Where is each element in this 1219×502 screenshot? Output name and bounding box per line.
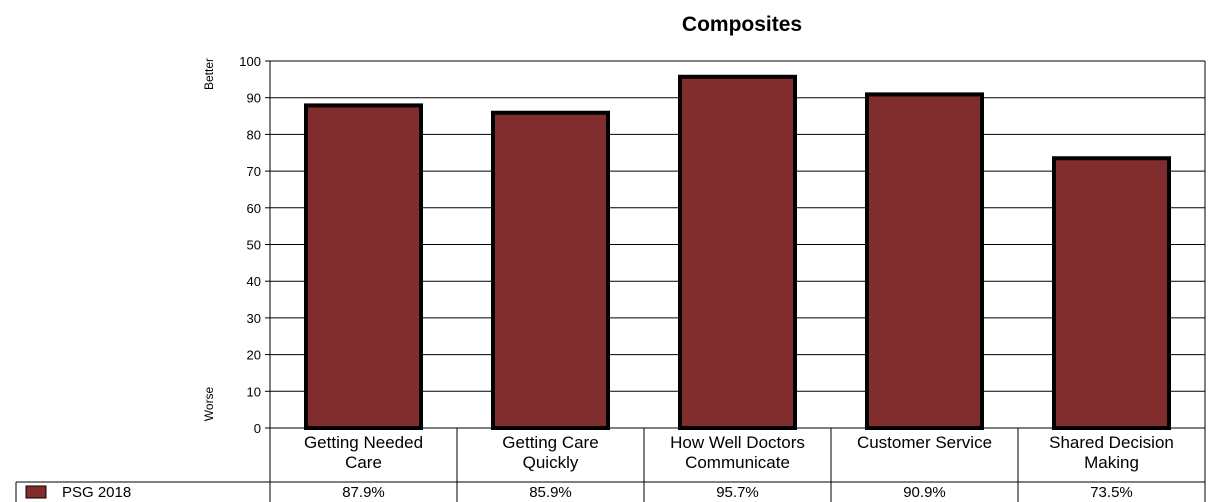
y-tick-label: 60: [247, 201, 261, 216]
y-tick-label: 10: [247, 384, 261, 399]
y-tick-label: 100: [239, 54, 261, 69]
value-label: 95.7%: [716, 484, 759, 501]
category-label: How Well Doctors: [670, 433, 805, 452]
y-tick-label: 20: [247, 348, 261, 363]
y-tick-label: 30: [247, 311, 261, 326]
y-axis-ticks: 0 10 20 30 40 50 60 70 80 90 100: [239, 54, 270, 436]
bar-1: [303, 103, 424, 430]
category-label: Customer Service: [857, 433, 992, 452]
category-label: Getting Needed: [304, 433, 423, 452]
bar-5: [1051, 156, 1172, 430]
category-label: Care: [345, 453, 382, 472]
category-label: Shared Decision: [1049, 433, 1174, 452]
value-label: 90.9%: [903, 484, 946, 501]
category-label: Communicate: [685, 453, 790, 472]
y-tick-label: 50: [247, 238, 261, 253]
worse-label: Worse: [202, 386, 216, 421]
y-tick-label: 80: [247, 127, 261, 142]
value-label: 73.5%: [1090, 484, 1133, 501]
category-label: Quickly: [523, 453, 579, 472]
y-tick-label: 70: [247, 164, 261, 179]
bar-3: [677, 74, 798, 430]
legend-label: PSG 2018: [62, 484, 131, 501]
value-label: 85.9%: [529, 484, 572, 501]
category-label: Getting Care: [502, 433, 598, 452]
better-label: Better: [202, 58, 216, 90]
bar-4: [864, 92, 985, 430]
value-label: 87.9%: [342, 484, 385, 501]
y-tick-label: 0: [254, 421, 261, 436]
chart-title: Composites: [682, 13, 802, 36]
y-tick-label: 40: [247, 274, 261, 289]
bar-2: [490, 110, 611, 430]
y-tick-label: 90: [247, 91, 261, 106]
axes: [269, 61, 1206, 429]
bars: [303, 74, 1172, 430]
category-label: Making: [1084, 453, 1139, 472]
legend-swatch: [25, 485, 47, 499]
